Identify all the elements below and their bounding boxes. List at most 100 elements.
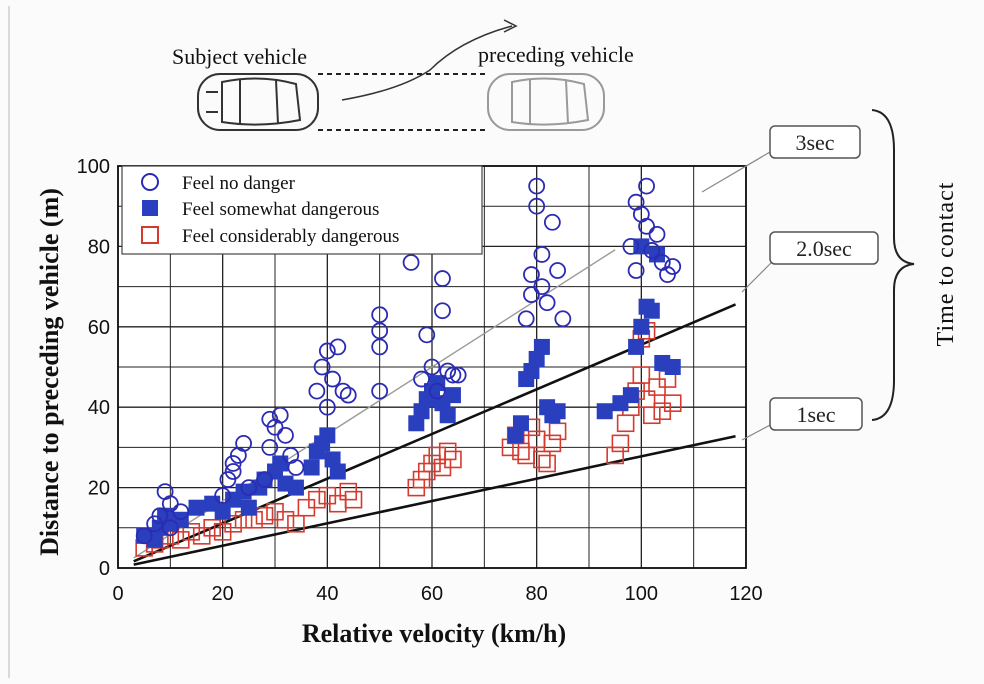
data-point-no-danger <box>533 278 551 296</box>
data-point-somewhat <box>413 403 430 420</box>
data-point-no-danger <box>324 370 341 388</box>
data-point-no-danger <box>533 246 551 263</box>
data-point-considerably <box>287 514 305 533</box>
data-point-no-danger <box>554 310 572 328</box>
data-point-no-danger <box>277 426 294 444</box>
legend: Feel no danger Feel somewhat dangerous F… <box>121 165 483 255</box>
callouts: 3sec 2.0sec 1sec Time to contact <box>701 109 959 441</box>
x-tick-label: 80 <box>526 583 548 605</box>
legend-marker-somewhat <box>142 200 158 216</box>
legend-label-no-danger: Feel no danger <box>182 173 296 194</box>
x-axis-title: Relative velocity (km/h) <box>302 619 566 648</box>
data-point-no-danger <box>161 495 179 513</box>
data-point-no-danger <box>235 434 253 452</box>
data-point-no-danger <box>439 362 457 380</box>
callout-box-2sec <box>769 231 879 265</box>
data-point-somewhat <box>643 302 660 319</box>
data-point-somewhat <box>444 387 461 404</box>
y-tick-label: 80 <box>88 236 110 258</box>
data-point-no-danger <box>214 487 232 505</box>
data-point-considerably <box>308 490 326 509</box>
callout-leader-3sec <box>701 151 771 193</box>
data-point-no-danger <box>402 254 420 271</box>
data-point-somewhat <box>633 318 650 335</box>
data-point-no-danger <box>287 459 305 476</box>
data-point-considerably <box>224 514 242 533</box>
data-point-no-danger <box>371 322 389 340</box>
data-point-no-danger <box>334 382 352 400</box>
legend-marker-considerably <box>141 226 159 244</box>
data-point-somewhat <box>214 503 231 520</box>
data-point-no-danger <box>517 310 535 328</box>
callout-leader-2sec <box>741 261 773 293</box>
data-point-considerably <box>538 454 556 473</box>
y-axis-title: Distance to preceding vehicle (m) <box>35 188 64 556</box>
data-point-somewhat <box>287 479 304 496</box>
data-point-considerably <box>548 422 567 441</box>
data-point-somewhat <box>329 463 346 480</box>
data-point-no-danger <box>523 266 540 283</box>
data-point-somewhat <box>596 403 613 420</box>
image-frame <box>8 6 978 678</box>
x-tick-label: 60 <box>421 583 443 605</box>
data-point-somewhat <box>188 499 205 516</box>
lane-change-arrow <box>341 25 513 101</box>
data-point-somewhat <box>664 359 681 375</box>
data-point-no-danger <box>538 294 556 312</box>
data-point-somewhat <box>319 427 336 444</box>
x-tick-label: 120 <box>729 583 762 605</box>
data-point-no-danger <box>622 237 640 255</box>
data-point-no-danger <box>224 463 242 480</box>
data-point-no-danger <box>261 410 279 428</box>
callout-label-1sec: 1sec <box>796 402 835 427</box>
data-point-no-danger <box>434 270 451 287</box>
subject-car-icon <box>197 73 319 131</box>
data-point-no-danger <box>318 342 336 360</box>
callout-leader-1sec <box>741 423 773 441</box>
data-point-no-danger <box>444 366 462 384</box>
data-point-considerably <box>276 510 295 529</box>
data-point-no-danger <box>339 386 357 404</box>
y-tick-label: 20 <box>88 478 110 500</box>
data-point-considerably <box>444 450 462 469</box>
data-point-considerably <box>255 506 274 525</box>
data-point-no-danger <box>271 406 289 424</box>
data-point-no-danger <box>329 338 347 356</box>
data-point-somewhat <box>507 427 524 444</box>
data-point-somewhat <box>528 350 545 367</box>
legend-marker-no-danger <box>141 173 159 191</box>
time-to-contact-label: Time to contact <box>933 182 959 347</box>
callout-label-3sec: 3sec <box>795 130 834 155</box>
data-point-no-danger <box>308 382 326 400</box>
data-point-somewhat <box>549 403 566 420</box>
data-point-considerably <box>606 446 624 465</box>
data-point-considerably <box>642 406 661 425</box>
data-point-somewhat <box>324 451 341 468</box>
preceding-car-icon <box>487 73 605 131</box>
legend-label-somewhat: Feel somewhat dangerous <box>182 199 379 220</box>
data-point-no-danger <box>371 306 389 324</box>
data-point-no-danger <box>371 338 389 356</box>
data-point-no-danger <box>151 507 169 525</box>
data-point-considerably <box>632 366 651 384</box>
data-point-no-danger <box>240 479 258 497</box>
legend-box <box>121 165 483 255</box>
data-point-considerably <box>182 523 201 541</box>
data-point-considerably <box>203 518 221 537</box>
data-point-no-danger <box>318 398 336 416</box>
data-point-no-danger <box>434 302 451 320</box>
y-tick-label: 60 <box>88 317 110 339</box>
data-point-no-danger <box>523 286 540 304</box>
data-point-considerably <box>611 434 630 453</box>
data-point-no-danger <box>638 177 655 195</box>
data-point-no-danger <box>418 326 436 344</box>
data-point-no-danger <box>413 370 430 388</box>
data-point-somewhat <box>303 459 320 476</box>
data-point-considerably <box>663 394 682 412</box>
data-point-no-danger <box>543 213 561 231</box>
data-point-considerably <box>533 450 551 469</box>
x-tick-label: 0 <box>112 583 123 605</box>
data-point-somewhat <box>523 363 540 380</box>
data-point-somewhat <box>628 338 645 355</box>
